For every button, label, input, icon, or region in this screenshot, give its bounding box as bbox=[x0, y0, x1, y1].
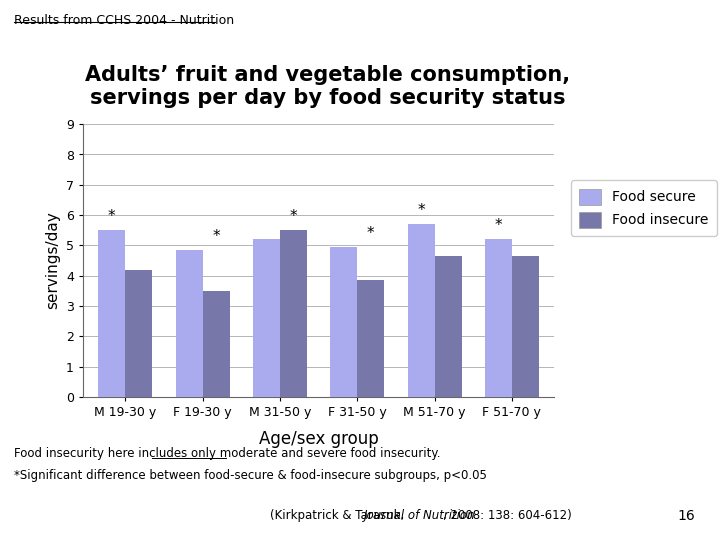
Bar bbox=[485, 239, 512, 397]
Text: 16: 16 bbox=[677, 509, 695, 523]
Text: Results from CCHS 2004 - Nutrition: Results from CCHS 2004 - Nutrition bbox=[14, 14, 235, 26]
Y-axis label: servings/day: servings/day bbox=[45, 212, 60, 309]
Text: *: * bbox=[417, 203, 425, 218]
Bar bbox=[408, 224, 435, 397]
X-axis label: Age/sex group: Age/sex group bbox=[258, 430, 379, 448]
Text: *: * bbox=[108, 209, 116, 224]
Text: Journal of Nutrition: Journal of Nutrition bbox=[364, 509, 476, 522]
Bar bbox=[512, 256, 539, 397]
Text: *: * bbox=[212, 229, 220, 244]
Bar bbox=[176, 250, 202, 397]
Bar bbox=[330, 247, 357, 397]
Bar bbox=[435, 256, 462, 397]
Text: Adults’ fruit and vegetable consumption,
servings per day by food security statu: Adults’ fruit and vegetable consumption,… bbox=[85, 65, 570, 108]
Bar bbox=[202, 291, 230, 397]
Bar bbox=[125, 269, 153, 397]
Text: *Significant difference between food-secure & food-insecure subgroups, p<0.05: *Significant difference between food-sec… bbox=[14, 469, 487, 482]
Bar bbox=[280, 230, 307, 397]
Legend: Food secure, Food insecure: Food secure, Food insecure bbox=[571, 180, 717, 236]
Text: *: * bbox=[495, 218, 502, 233]
Text: , 2008: 138: 604-612): , 2008: 138: 604-612) bbox=[443, 509, 572, 522]
Text: (Kirkpatrick & Tarasuk,: (Kirkpatrick & Tarasuk, bbox=[270, 509, 408, 522]
Bar bbox=[357, 280, 384, 397]
Text: Food insecurity here includes only moderate and severe food insecurity.: Food insecurity here includes only moder… bbox=[14, 447, 441, 460]
Bar bbox=[98, 230, 125, 397]
Text: *: * bbox=[367, 226, 374, 241]
Bar bbox=[253, 239, 280, 397]
Text: *: * bbox=[289, 209, 297, 224]
